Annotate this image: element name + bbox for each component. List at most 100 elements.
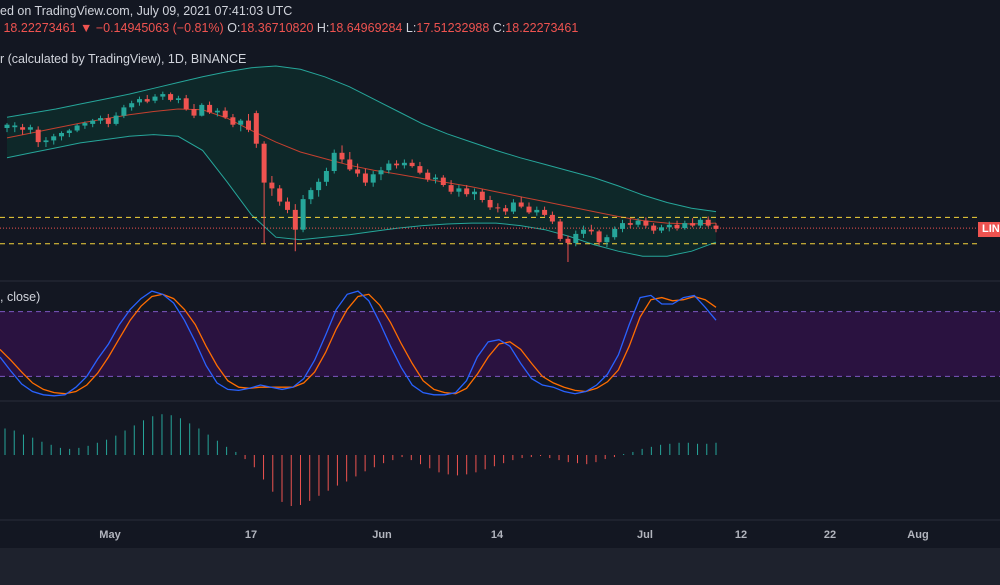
candle-body [339,152,345,160]
x-tick-label: 14 [491,529,504,541]
bollinger-upper-line [6,65,717,213]
candle-body [495,207,501,209]
candle-body [526,206,532,213]
candle-body [121,107,127,116]
candle-body [386,163,392,171]
candle-body [659,227,664,231]
candle-body [596,231,602,243]
candle-body [682,223,688,229]
candle-body [43,140,49,143]
candle-body [253,113,259,144]
indicator-description[interactable]: , close) [0,290,40,304]
candle-body [456,188,462,192]
candle-body [635,220,641,225]
candle-body [409,162,415,167]
indicator-description-text: , close) [0,290,41,304]
candle-body [90,120,96,124]
candle-body [292,209,298,230]
candle-body [534,209,540,213]
candle-body [137,99,142,103]
candle-body [620,223,625,229]
x-tick-label: Jun [372,529,392,541]
ohlc-legend: 18.22273461 ▼ −0.14945063 (−0.81%) O:18.… [0,21,578,35]
candle-body [542,209,548,215]
candle-body [378,170,384,175]
candle-body [347,159,353,170]
candle-body [674,224,680,229]
candle-body [4,124,10,128]
candle-body [362,173,368,183]
bollinger-lower-line [6,134,717,257]
x-tick-label: Aug [907,529,928,541]
candle-body [152,96,158,101]
candle-body [666,224,672,228]
x-tick-label: 22 [824,529,836,541]
candle-body [183,98,189,110]
candle-body [440,177,446,185]
x-tick-label: 17 [245,529,257,541]
candle-body [74,125,80,131]
candle-body [98,118,103,121]
published-info: ed on TradingView.com, July 09, 2021 07:… [0,4,292,18]
candle-body [191,109,197,116]
candle-body [323,171,329,182]
candle-body [697,219,703,226]
candle-body [308,190,314,200]
high-value: 18.64969284 [329,21,403,35]
stoch-k-line [0,290,717,397]
symbol-description[interactable]: r (calculated by TradingView), 1D, BINAN… [0,52,246,66]
close-value: 18.22273461 [505,21,579,35]
published-text: ed on TradingView.com, July 09, 2021 07:… [0,4,293,18]
candle-body [433,177,438,180]
candle-body [588,229,594,232]
candle-body [59,133,64,137]
candle-body [573,233,579,243]
candle-body [66,130,72,133]
price-pane [0,65,1000,282]
candle-body [160,94,166,97]
candle-body [713,225,719,229]
candle-body [401,162,407,166]
bottom-toolbar [0,548,1000,585]
symbol-description-text: r (calculated by TradingView), 1D, BINAN… [0,52,247,66]
candle-body [222,110,228,118]
x-tick-label: 12 [735,529,747,541]
low-value: 17.51232988 [416,21,490,35]
candle-body [557,221,563,239]
candle-body [549,214,555,222]
candle-body [612,228,618,238]
candle-body [479,191,485,200]
candle-body [269,182,275,189]
candle-body [199,104,205,116]
candle-body [355,169,361,174]
candle-body [510,202,516,212]
candle-body [448,185,454,192]
candle-body [238,120,244,125]
candle-body [129,103,135,108]
stoch-d-line [0,293,717,395]
candle-body [316,181,322,191]
candle-body [246,120,251,130]
candle-body [261,143,267,183]
candle-body [82,123,88,126]
candle-body [705,219,711,226]
candle-body [565,238,571,243]
candle-body [113,115,119,124]
candle-body [487,200,493,208]
candle-body [370,174,376,183]
x-tick-label: Jul [637,529,653,541]
candle-body [690,223,696,226]
last-price: 18.22273461 [3,21,77,35]
open-value: 18.36710820 [240,21,314,35]
price-change: −0.14945063 (−0.81%) [95,21,224,35]
candle-body [175,98,181,100]
close-label: C: [492,21,506,35]
change-down-icon: ▼ [79,21,93,35]
candle-body [12,125,18,128]
high-label: H: [316,21,330,35]
candle-body [214,110,220,113]
candle-body [643,220,649,226]
candle-body [464,188,470,195]
candle-body [503,208,509,212]
